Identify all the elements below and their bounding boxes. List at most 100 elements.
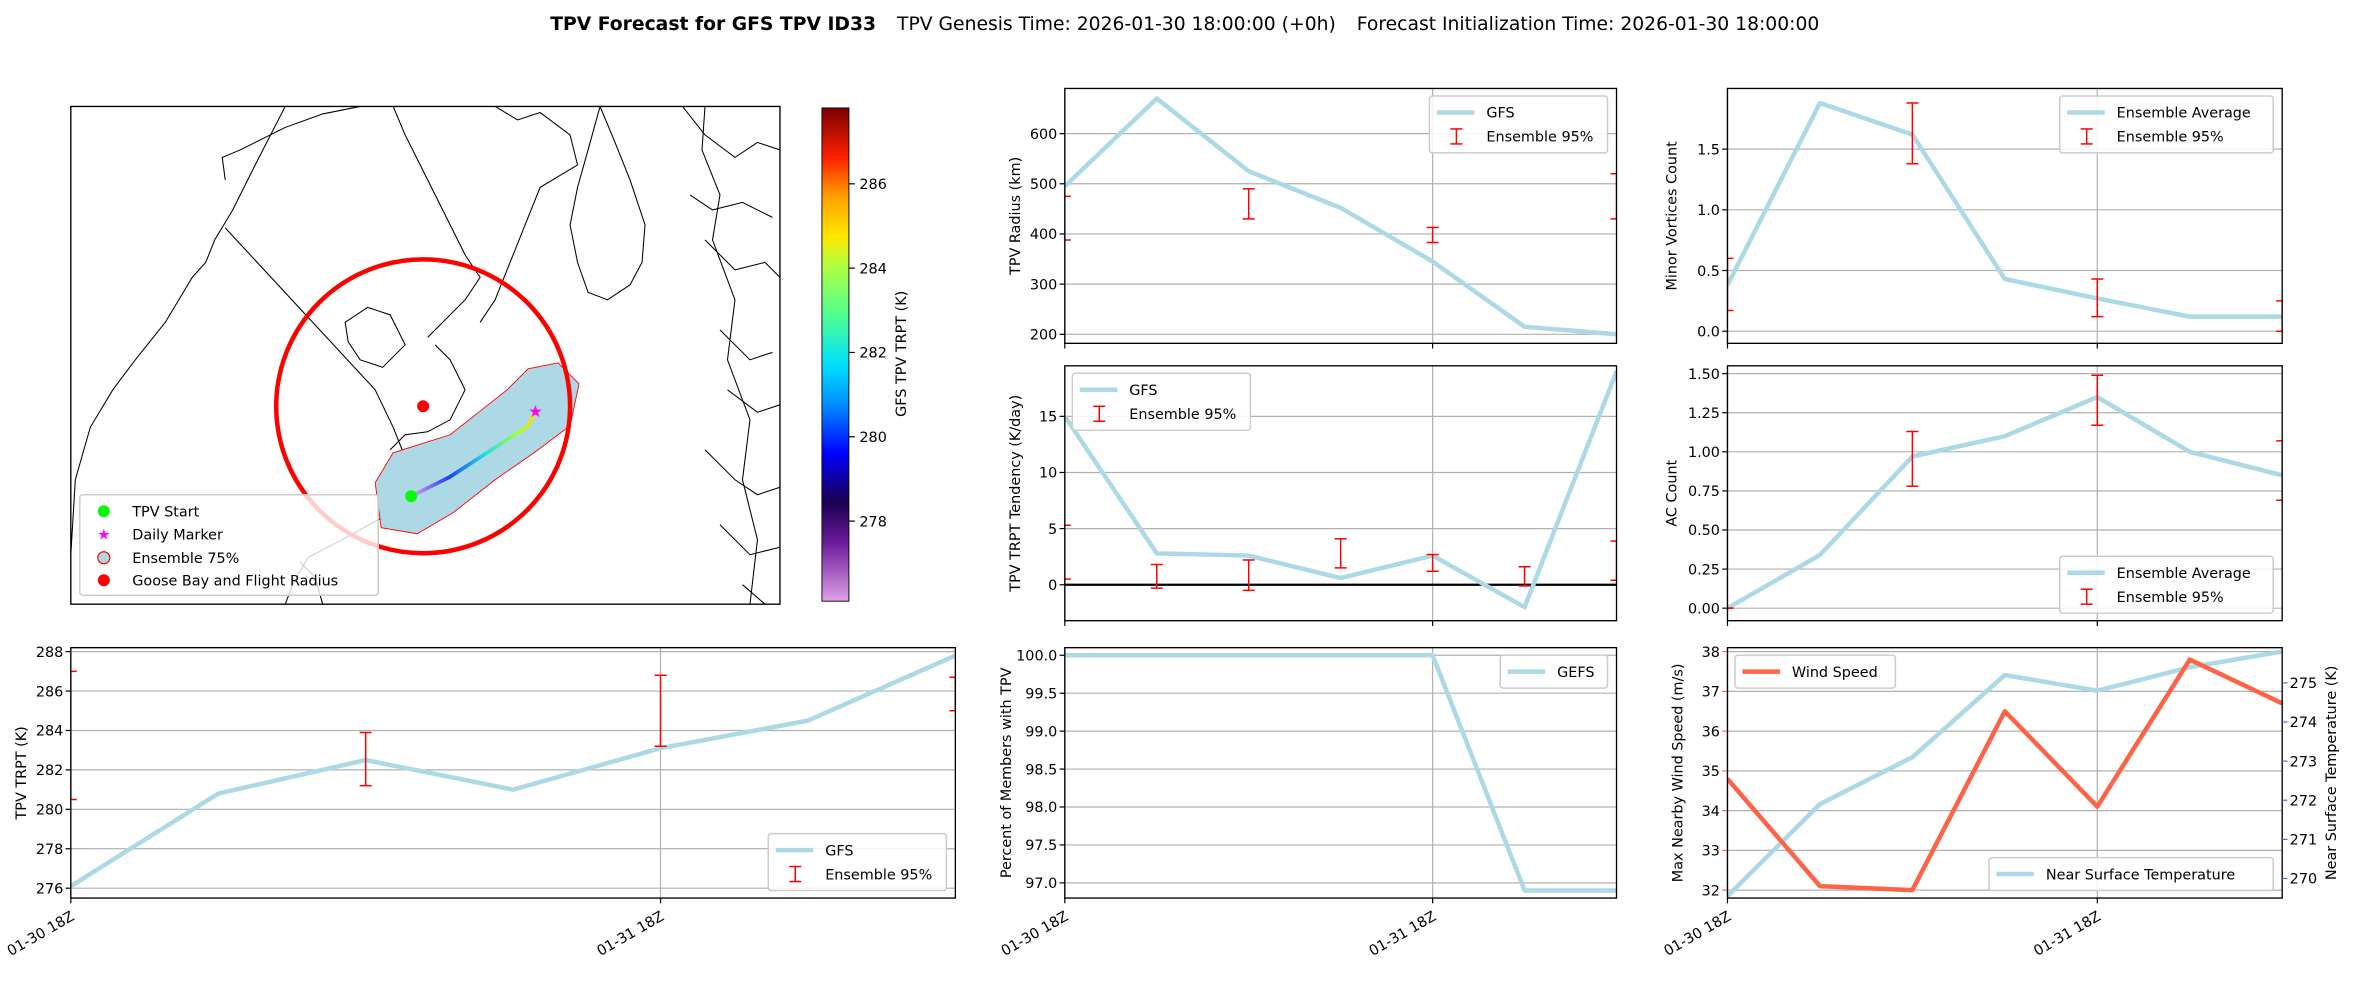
y-tick-label: 99.5	[1025, 686, 1057, 702]
y2-tick-label: 273	[2290, 754, 2317, 770]
legend: Ensemble Average Ensemble 95%	[2058, 95, 2274, 154]
legend-label: Ensemble 95%	[2117, 130, 2224, 146]
y-tick-label: 0.75	[1688, 484, 1720, 500]
legend-errorbar-icon	[1450, 128, 1463, 145]
legend-label: Near Surface Temperature	[2046, 867, 2235, 883]
y-tick-label: 36	[1702, 724, 1720, 740]
y-axis-label: Minor Vortices Count	[1664, 141, 1680, 291]
map-panel: ★ TPV Start ★ Daily Marker Ensemble 75% …	[70, 104, 781, 605]
legend: GFS Ensemble 95%	[1071, 372, 1252, 432]
y-tick-label: 280	[36, 803, 63, 819]
y-tick-label: 1.25	[1688, 406, 1720, 422]
daily-marker-star: ★	[528, 402, 543, 421]
legend-goose: Goose Bay and Flight Radius	[132, 573, 338, 589]
title-bold: TPV Forecast for GFS TPV ID33	[550, 14, 876, 35]
title-genesis: TPV Genesis Time: 2026-01-30 18:00:00 (+…	[896, 14, 1336, 35]
members-series-line	[1064, 653, 1617, 893]
y-tick-label: 97.5	[1025, 838, 1057, 854]
y2-tick-label: 272	[2290, 793, 2317, 809]
y-tick-label: 276	[36, 881, 63, 897]
x-tick-label: 01-31 18Z	[1367, 909, 1440, 960]
y-tick-label: 97.0	[1025, 876, 1057, 892]
legend-errorbar-icon	[2080, 588, 2093, 605]
y-tick-label: 15	[1039, 410, 1057, 426]
colorbar-tick-label: 286	[859, 177, 886, 193]
legend-errorbar-icon	[1093, 405, 1106, 423]
ensemble-errorbar	[1242, 188, 1255, 220]
ensemble-errorbar	[1518, 566, 1531, 587]
ensemble-errorbar	[359, 731, 372, 787]
y-tick-label: 1.5	[1697, 142, 1720, 158]
ensemble-errorbar	[1242, 559, 1255, 592]
ensemble-errorbar	[1064, 195, 1071, 241]
y-tick-label: 200	[1030, 328, 1057, 344]
legend: GEFS	[1499, 654, 1609, 689]
y-axis-label: Percent of Members with TPV	[999, 667, 1015, 878]
ensemble-errorbar	[949, 676, 956, 712]
ensemble-75-swath	[374, 362, 580, 535]
legend-ensemble: Ensemble 75%	[132, 551, 239, 567]
ensemble-errorbar	[1727, 257, 1734, 312]
tpv-track	[410, 409, 538, 498]
minor-series-line	[1727, 100, 2283, 319]
y-axis-label: AC Count	[1664, 459, 1680, 526]
legend-daily: Daily Marker	[132, 528, 223, 544]
goose-bay-marker	[417, 400, 430, 413]
colorbar-tick-label: 278	[859, 514, 886, 530]
y-tick-label: 38	[1702, 645, 1720, 661]
ensemble-errorbar	[2091, 374, 2104, 426]
y2-axis-label: Near Surface Temperature (K)	[2324, 666, 2340, 880]
ensemble-errorbar	[2276, 300, 2283, 332]
y-tick-label: 10	[1039, 466, 1057, 482]
x-tick-label: 01-30 18Z	[5, 909, 78, 960]
y-tick-label: 284	[36, 724, 63, 740]
legend-errorbar-icon	[789, 865, 802, 883]
legend-label: GFS	[1486, 106, 1514, 122]
ensemble-errorbar	[1426, 553, 1439, 573]
ensemble-errorbar	[1610, 172, 1617, 220]
y-tick-label: 0.5	[1697, 264, 1720, 280]
y-tick-label: 5	[1048, 522, 1057, 538]
chart-tendency: 0 5 10 15 TPV TRPT Tendency (K/day) GFS Ensemb…	[1008, 365, 1618, 626]
legend: Ensemble Average Ensemble 95%	[2058, 555, 2274, 614]
flight-radius-circle	[273, 257, 573, 556]
title-init: Forecast Initialization Time: 2026-01-30…	[1357, 14, 1820, 35]
legend-label: GFS	[825, 843, 853, 859]
chart-members: 97.0 97.5 98.0 98.5 99.0 99.5 100.0 01-30 18Z 01…	[999, 646, 1618, 960]
legend-label: Ensemble Average	[2117, 106, 2251, 122]
legend-label: Ensemble 95%	[1486, 130, 1593, 146]
y-tick-label: 500	[1030, 177, 1057, 193]
chart-minor: 0.0 0.5 1.0 1.5 Minor Vortices Count Ensemble…	[1664, 87, 2283, 349]
legend-label: GFS	[1129, 383, 1157, 399]
legend-label: GEFS	[1557, 665, 1594, 681]
y-tick-label: 1.00	[1688, 445, 1720, 461]
ensemble-errorbar	[1610, 540, 1617, 582]
colorbar-tick-label: 282	[859, 346, 886, 362]
trpt-series-line	[70, 653, 956, 889]
tendency-series-line	[1064, 370, 1617, 610]
colorbar-tick-label: 284	[859, 261, 886, 277]
figure-title: TPV Forecast for GFS TPV ID33 TPV Genesi…	[550, 14, 1819, 35]
y-tick-label: 35	[1702, 764, 1720, 780]
colorbar: 278 280 282 284 286 GFS TPV TRPT (K)	[821, 107, 910, 602]
x-tick-label: 01-30 18Z	[1661, 909, 1734, 960]
y-axis-label: TPV TRPT (K)	[14, 726, 30, 820]
tpv-start-marker	[405, 490, 418, 503]
y-tick-label: 0.0	[1697, 324, 1720, 340]
chart-trpt: 276 278 280 282 284 286 288 01-30 18Z 01-31 18Z T…	[5, 645, 957, 960]
legend: Wind Speed	[1734, 654, 1897, 689]
legend-star-icon: ★	[97, 526, 110, 544]
chart-radius: 200 300 400 500 600 TPV Radius (km) GFS Ensembl…	[1008, 87, 1618, 349]
x-tick-label: 01-31 18Z	[595, 909, 668, 960]
y-tick-label: 286	[36, 684, 63, 700]
legend-label: Ensemble Average	[2117, 566, 2251, 582]
y-tick-label: 100.0	[1016, 649, 1057, 665]
y-tick-label: 1.50	[1688, 367, 1720, 383]
y-tick-label: 98.0	[1025, 800, 1057, 816]
legend: Near Surface Temperature	[1988, 856, 2274, 892]
temperature-line	[1727, 649, 2283, 898]
x-tick-label: 01-31 18Z	[2031, 909, 2104, 960]
legend-ensemble-icon	[97, 551, 111, 565]
y-tick-label: 282	[36, 763, 63, 779]
